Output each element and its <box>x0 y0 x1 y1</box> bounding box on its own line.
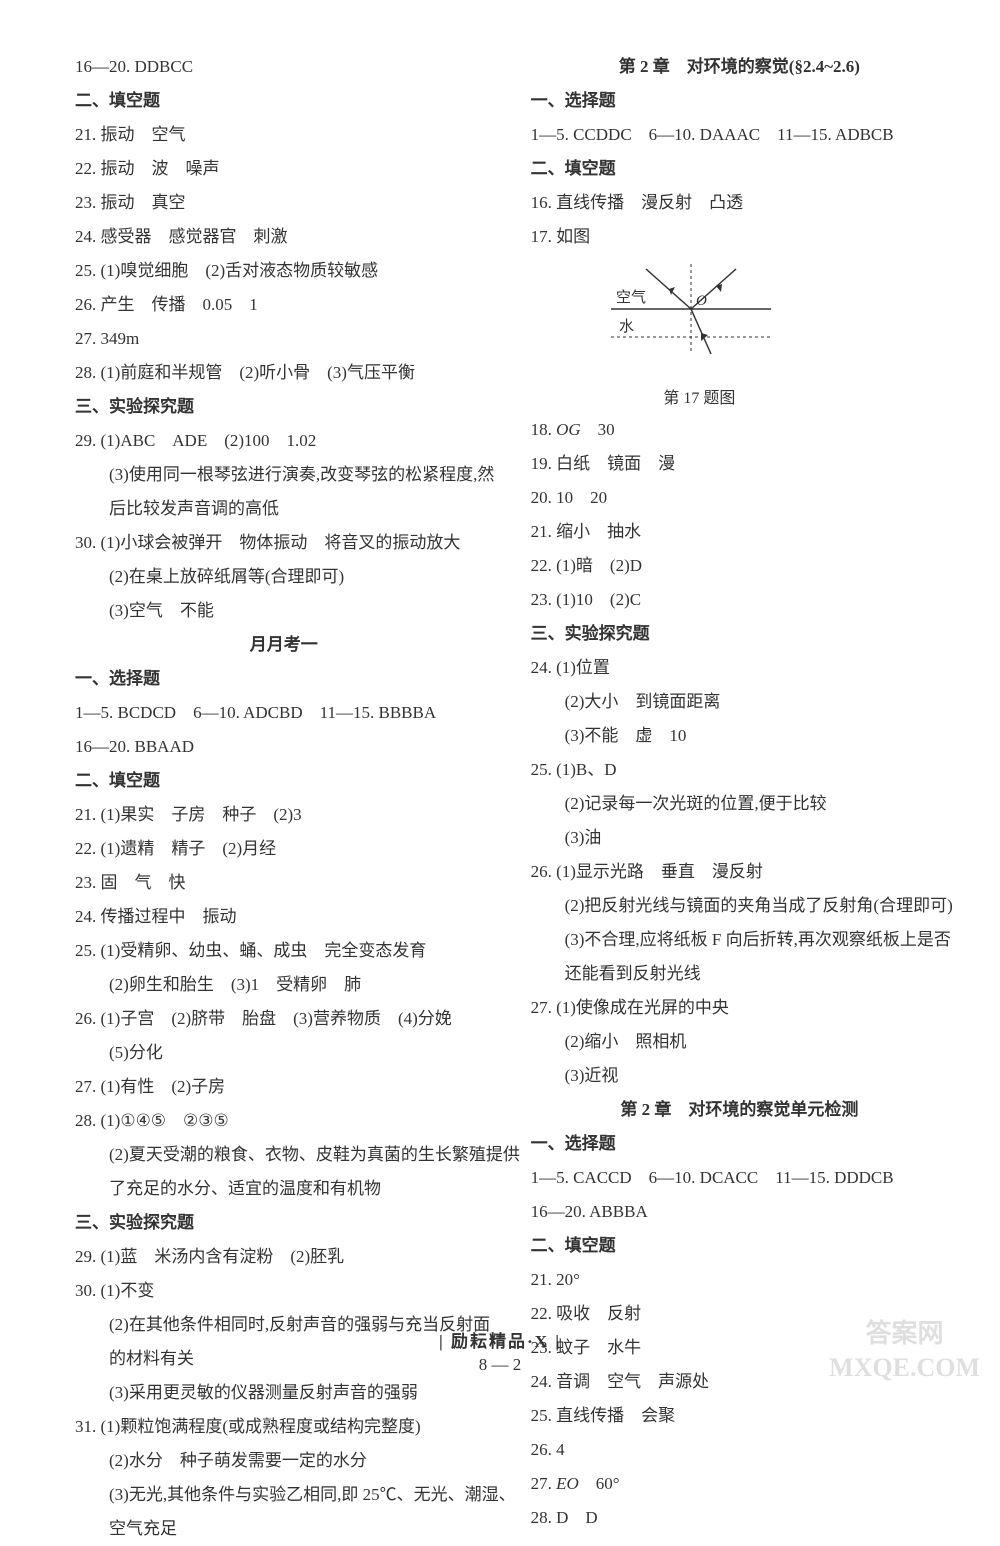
answer-line: 28. D D <box>531 1501 949 1535</box>
answer-line: (3)空气 不能 <box>75 594 493 628</box>
answer-line: 24. 传播过程中 振动 <box>75 900 493 934</box>
answer-line: 1—5. BCDCD 6—10. ADCBD 11—15. BBBBA <box>75 696 493 730</box>
answer-line: (5)分化 <box>75 1036 493 1070</box>
answer-line: 16—20. DDBCC <box>75 50 493 84</box>
section-heading: 二、填空题 <box>531 1229 949 1263</box>
answer-line: 19. 白纸 镜面 漫 <box>531 447 949 481</box>
answer-line: 22. (1)遗精 精子 (2)月经 <box>75 832 493 866</box>
answer-line: 29. (1)ABC ADE (2)100 1.02 <box>75 424 493 458</box>
answer-line: 还能看到反射光线 <box>531 957 949 991</box>
svg-text:水: 水 <box>619 318 634 335</box>
answer-line: (3)不合理,应将纸板 F 向后折转,再次观察纸板上是否 <box>531 923 949 957</box>
answer-line: 23. 振动 真空 <box>75 186 493 220</box>
answer-line: 22. (1)暗 (2)D <box>531 549 949 583</box>
answer-line: 27. (1)使像成在光屏的中央 <box>531 991 949 1025</box>
answer-line: 25. 直线传播 会聚 <box>531 1399 949 1433</box>
section-heading: 二、填空题 <box>75 764 493 798</box>
exam-title: 月月考一 <box>75 628 493 662</box>
answer-line: 18. OG 30 <box>531 413 949 447</box>
diagram-q17: 空气 水 O 第 17 题图 <box>591 259 949 408</box>
answer-line: 22. 振动 波 噪声 <box>75 152 493 186</box>
answer-line: 16. 直线传播 漫反射 凸透 <box>531 186 949 220</box>
answer-line: (2)记录每一次光斑的位置,便于比较 <box>531 787 949 821</box>
answer-line: 21. (1)果实 子房 种子 (2)3 <box>75 798 493 832</box>
answer-line: 了充足的水分、适宜的温度和有机物 <box>75 1172 493 1206</box>
answer-line: 21. 振动 空气 <box>75 118 493 152</box>
answer-line: 空气充足 <box>75 1512 493 1546</box>
answer-line: (3)油 <box>531 821 949 855</box>
answer-line: (3)不能 虚 10 <box>531 719 949 753</box>
answer-line: 26. 4 <box>531 1433 949 1467</box>
section-heading: 一、选择题 <box>531 1127 949 1161</box>
answer-line: 23. (1)10 (2)C <box>531 583 949 617</box>
answer-line: 31. (1)颗粒饱满程度(或成熟程度或结构完整度) <box>75 1410 493 1444</box>
section-heading: 一、选择题 <box>531 84 949 118</box>
answer-line: 1—5. CACCD 6—10. DCACC 11—15. DDDCB <box>531 1161 949 1195</box>
answer-line: 29. (1)蓝 米汤内含有淀粉 (2)胚乳 <box>75 1240 493 1274</box>
answer-line: (3)使用同一根琴弦进行演奏,改变琴弦的松紧程度,然 <box>75 458 493 492</box>
answer-line: 30. (1)小球会被弹开 物体振动 将音叉的振动放大 <box>75 526 493 560</box>
section-heading: 二、填空题 <box>75 84 493 118</box>
refraction-diagram-icon: 空气 水 O <box>591 259 791 379</box>
answer-line: (2)卵生和胎生 (3)1 受精卵 肺 <box>75 968 493 1002</box>
answer-line: (3)无光,其他条件与实验乙相同,即 25℃、无光、潮湿、 <box>75 1478 493 1512</box>
section-heading: 一、选择题 <box>75 662 493 696</box>
answer-line: 26. (1)显示光路 垂直 漫反射 <box>531 855 949 889</box>
answer-line: (2)把反射光线与镜面的夹角当成了反射角(合理即可) <box>531 889 949 923</box>
answer-line: 27. EO 60° <box>531 1467 949 1501</box>
answer-line: 1—5. CCDDC 6—10. DAAAC 11—15. ADBCB <box>531 118 949 152</box>
chapter-title: 第 2 章 对环境的察觉单元检测 <box>531 1093 949 1127</box>
diagram-caption: 第 17 题图 <box>591 384 949 408</box>
answer-line: 16—20. BBAAD <box>75 730 493 764</box>
answer-line: 27. (1)有性 (2)子房 <box>75 1070 493 1104</box>
answer-line: 25. (1)受精卵、幼虫、蛹、成虫 完全变态发育 <box>75 934 493 968</box>
answer-line: 16—20. ABBBA <box>531 1195 949 1229</box>
chapter-title: 第 2 章 对环境的察觉(§2.4~2.6) <box>531 50 949 84</box>
answer-line: 25. (1)嗅觉细胞 (2)舌对液态物质较敏感 <box>75 254 493 288</box>
answer-line: (2)缩小 照相机 <box>531 1025 949 1059</box>
answer-line: (2)夏天受潮的粮食、衣物、皮鞋为真菌的生长繁殖提供 <box>75 1138 493 1172</box>
answer-line: 27. 349m <box>75 322 493 356</box>
answer-line: (2)水分 种子萌发需要一定的水分 <box>75 1444 493 1478</box>
answer-line: (3)近视 <box>531 1059 949 1093</box>
left-column: 16—20. DDBCC 二、填空题 21. 振动 空气 22. 振动 波 噪声… <box>75 50 493 1546</box>
answer-line: 24. (1)位置 <box>531 651 949 685</box>
answer-line: 26. (1)子宫 (2)脐带 胎盘 (3)营养物质 (4)分娩 <box>75 1002 493 1036</box>
section-heading: 二、填空题 <box>531 152 949 186</box>
section-heading: 三、实验探究题 <box>531 617 949 651</box>
section-heading: 三、实验探究题 <box>75 390 493 424</box>
answer-line: 28. (1)①④⑤ ②③⑤ <box>75 1104 493 1138</box>
answer-line: 后比较发声音调的高低 <box>75 492 493 526</box>
section-heading: 三、实验探究题 <box>75 1206 493 1240</box>
answer-line: 21. 20° <box>531 1263 949 1297</box>
answer-line: 26. 产生 传播 0.05 1 <box>75 288 493 322</box>
answer-line: 20. 10 20 <box>531 481 949 515</box>
watermark: 答案网 MXQE.COM <box>829 1317 980 1385</box>
answer-line: 24. 感受器 感觉器官 刺激 <box>75 220 493 254</box>
answer-line: 25. (1)B、D <box>531 753 949 787</box>
answer-line: 30. (1)不变 <box>75 1274 493 1308</box>
answer-line: 17. 如图 <box>531 220 949 254</box>
answer-line: (2)在桌上放碎纸屑等(合理即可) <box>75 560 493 594</box>
svg-text:空气: 空气 <box>616 289 646 306</box>
svg-text:O: O <box>696 293 707 309</box>
answer-line: (2)大小 到镜面距离 <box>531 685 949 719</box>
answer-line: 23. 固 气 快 <box>75 866 493 900</box>
answer-line: 21. 缩小 抽水 <box>531 515 949 549</box>
content-container: 16—20. DDBCC 二、填空题 21. 振动 空气 22. 振动 波 噪声… <box>75 50 945 1546</box>
answer-line: 28. (1)前庭和半规管 (2)听小骨 (3)气压平衡 <box>75 356 493 390</box>
